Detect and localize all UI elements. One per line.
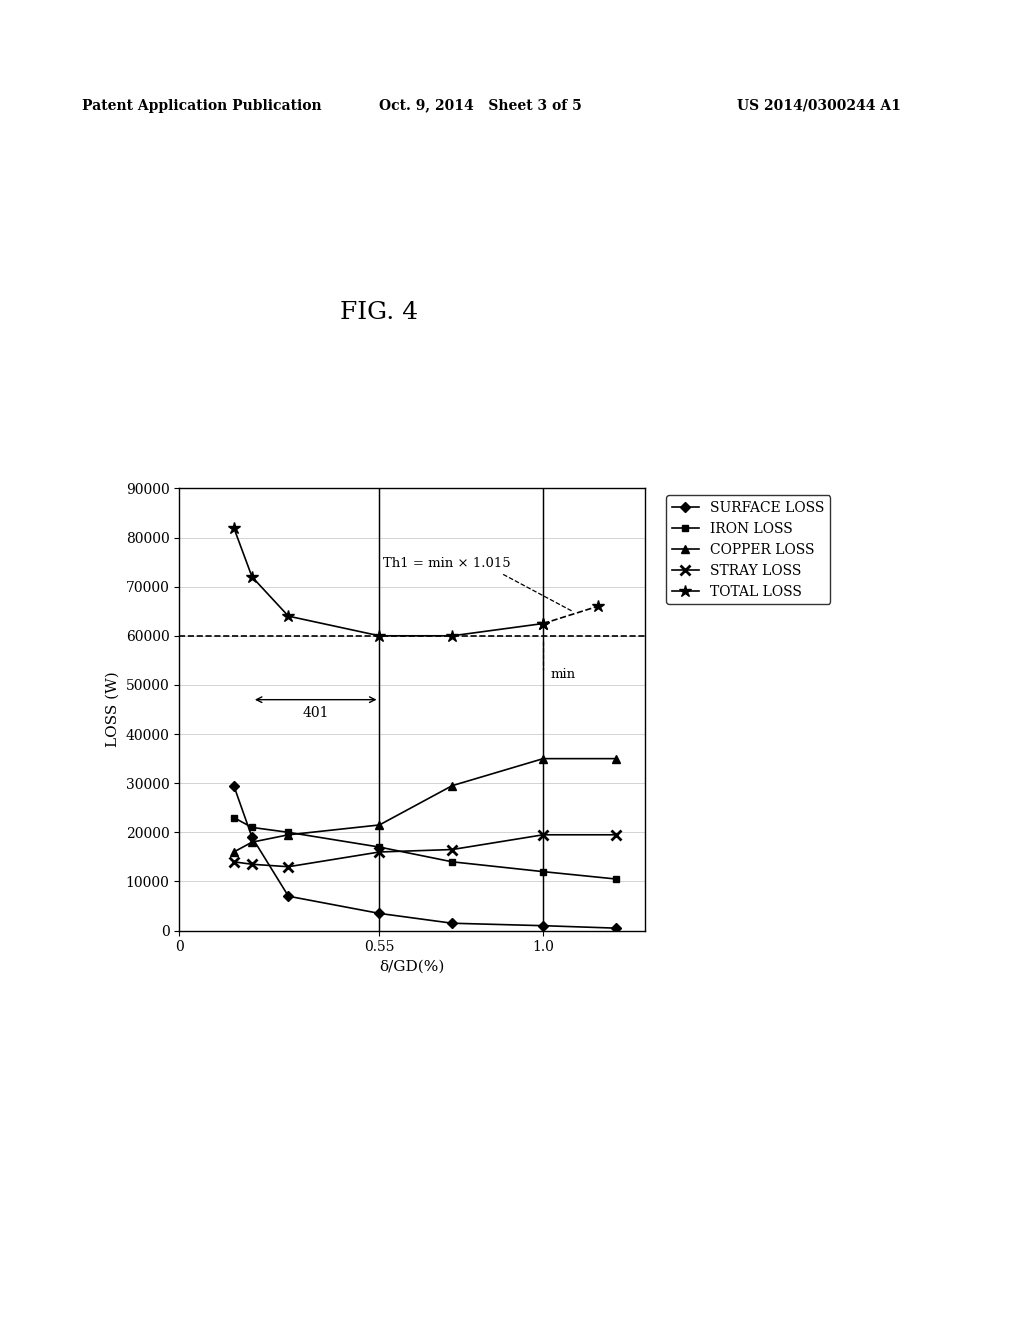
- Text: 401: 401: [302, 706, 329, 719]
- Text: Th1 = min × 1.015: Th1 = min × 1.015: [383, 557, 511, 570]
- Text: Oct. 9, 2014   Sheet 3 of 5: Oct. 9, 2014 Sheet 3 of 5: [379, 99, 582, 112]
- Legend: SURFACE LOSS, IRON LOSS, COPPER LOSS, STRAY LOSS, TOTAL LOSS: SURFACE LOSS, IRON LOSS, COPPER LOSS, ST…: [666, 495, 830, 605]
- Text: min: min: [551, 668, 575, 681]
- Text: FIG. 4: FIG. 4: [340, 301, 418, 325]
- Text: US 2014/0300244 A1: US 2014/0300244 A1: [737, 99, 901, 112]
- Text: Patent Application Publication: Patent Application Publication: [82, 99, 322, 112]
- Y-axis label: LOSS (W): LOSS (W): [106, 672, 120, 747]
- X-axis label: δ/GD(%): δ/GD(%): [380, 960, 444, 974]
